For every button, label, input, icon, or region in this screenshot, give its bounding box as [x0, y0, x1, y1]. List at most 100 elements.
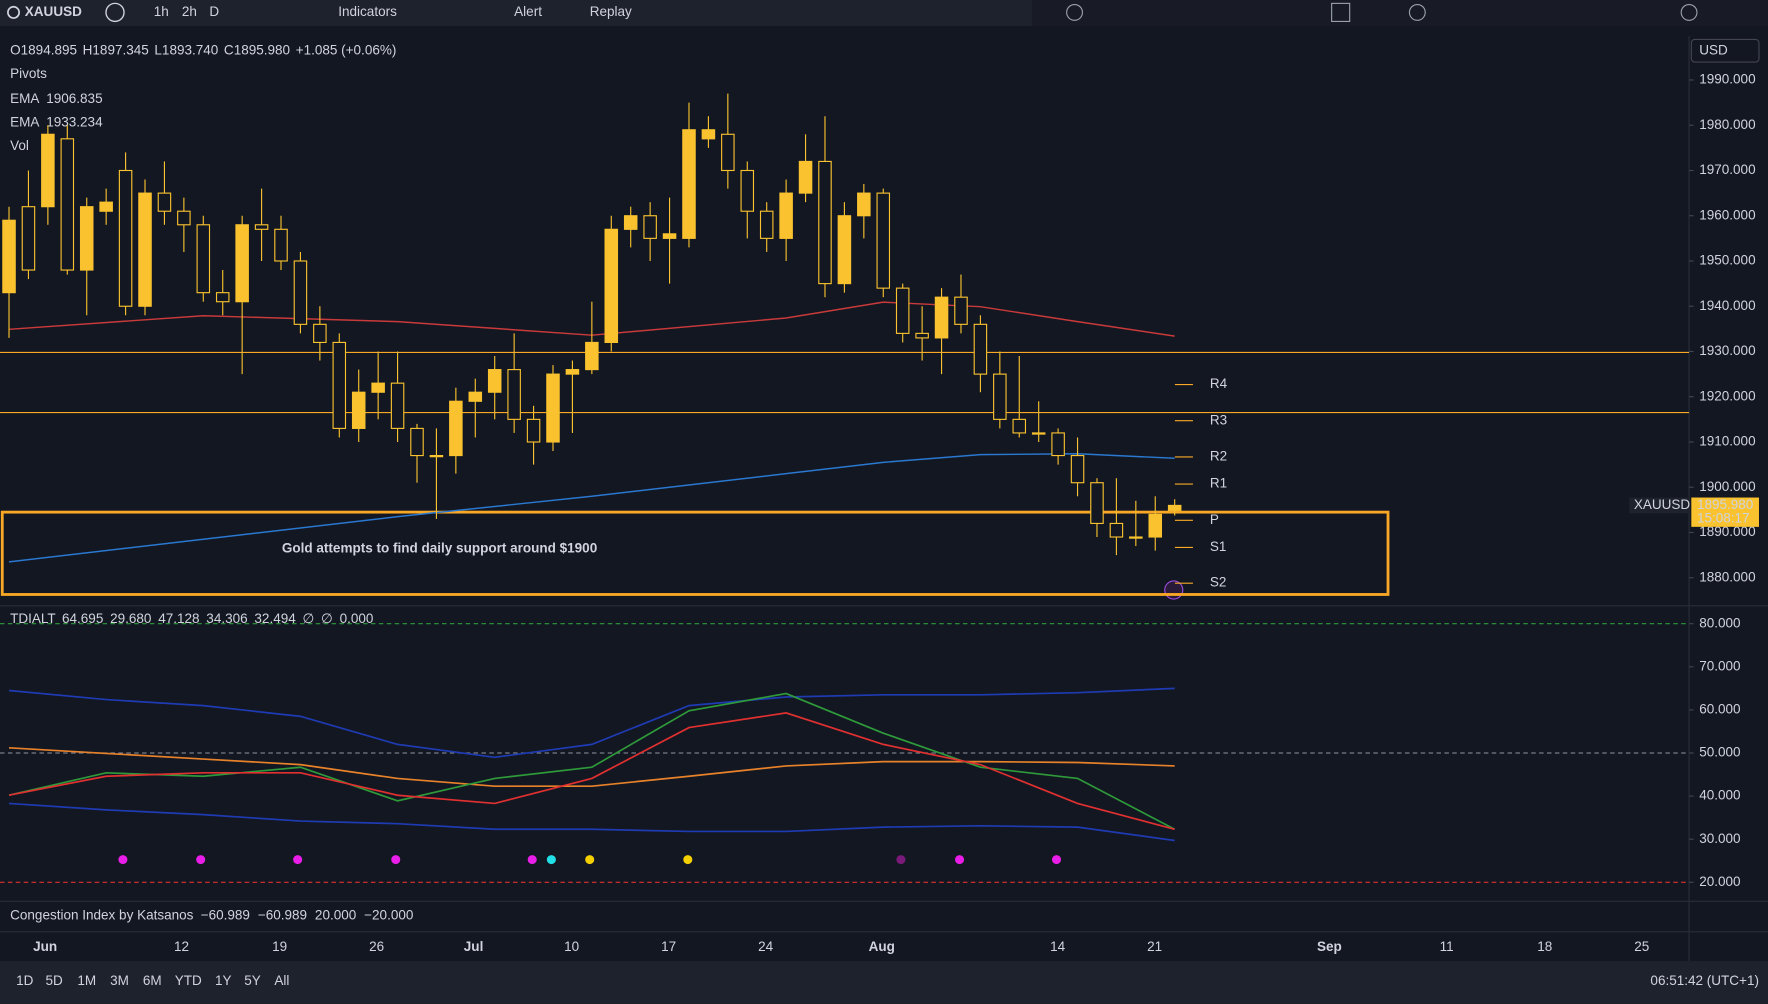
candle-body [79, 206, 94, 271]
signal-dot [585, 855, 595, 865]
candle-body [895, 287, 910, 334]
y-tick-label: 1920.000 [1699, 388, 1755, 403]
candle-body [662, 233, 677, 239]
candle-body [313, 323, 327, 344]
range-button[interactable]: 3M [110, 973, 129, 988]
range-button[interactable]: YTD [175, 973, 202, 988]
interval-button[interactable]: D [209, 4, 219, 19]
candle-body [1070, 454, 1085, 484]
x-tick-label: Aug [869, 939, 895, 954]
tool-icon[interactable] [1066, 3, 1084, 21]
range-button[interactable]: 1Y [215, 973, 232, 988]
alert-button[interactable]: Alert [514, 4, 542, 19]
candle-body [274, 228, 288, 262]
candle-body [21, 206, 36, 271]
congestion-value: 20.000 [315, 908, 356, 923]
candle-body [623, 215, 638, 230]
candle-body [351, 391, 366, 429]
ema-name: EMA [10, 91, 39, 106]
signal-dot [683, 855, 693, 865]
add-symbol-icon[interactable] [105, 2, 125, 23]
symbol-tag [1629, 497, 1688, 514]
candle-body [215, 292, 230, 303]
price-tag [1691, 497, 1759, 527]
candle-body [546, 373, 560, 443]
candle-body [857, 192, 871, 217]
indicator-value: 47.128 [158, 611, 199, 626]
ohlc-value: O1894.895 [10, 42, 77, 57]
pivot-label: R1 [1210, 476, 1227, 491]
candle-body [1090, 482, 1104, 525]
interval-button[interactable]: 2h [182, 4, 197, 19]
symbol[interactable]: XAUUSD [25, 4, 82, 19]
currency[interactable]: USD [1699, 42, 1728, 57]
range-button[interactable]: 1M [77, 973, 96, 988]
ohlc-value: L1893.740 [154, 42, 218, 57]
tool-icon[interactable] [1408, 3, 1426, 21]
range-button[interactable]: All [274, 973, 289, 988]
candle-body [507, 369, 521, 420]
y-tick-label: 1960.000 [1699, 207, 1755, 222]
x-tick-label: 19 [272, 939, 287, 954]
y-tick-label: 60.000 [1699, 701, 1740, 716]
candle-body [487, 369, 502, 393]
indicators-button[interactable]: Indicators [338, 4, 397, 19]
candle-body [449, 400, 463, 457]
pivot-label: R3 [1210, 412, 1227, 427]
x-tick-label: 24 [758, 939, 774, 954]
clock: 06:51:42 (UTC+1) [1650, 973, 1759, 988]
indicator-title: TDIALT [10, 611, 56, 626]
y-tick-label: 70.000 [1699, 658, 1740, 673]
x-tick-label: Jun [33, 939, 57, 954]
range-button[interactable]: 1D [16, 973, 34, 988]
candle-body [643, 215, 657, 239]
search-icon[interactable] [7, 5, 21, 19]
ohlc-value: +1.085 (+0.06%) [296, 42, 397, 57]
candle-body [118, 169, 133, 307]
pivot-label: P [1210, 512, 1219, 527]
y-tick-label: 1910.000 [1699, 434, 1755, 449]
range-button[interactable]: 5Y [244, 973, 261, 988]
indicator-value: 64.695 [62, 611, 103, 626]
tool-icon[interactable] [1331, 2, 1351, 22]
signal-dots [118, 855, 1062, 865]
indicator-value: 29.680 [110, 611, 151, 626]
candle-body [390, 382, 405, 429]
range-button[interactable]: 5D [45, 973, 63, 988]
range-button[interactable]: 6M [143, 973, 162, 988]
drawing-tools [1066, 2, 1698, 22]
x-tick-label: 26 [369, 939, 384, 954]
candle-body [993, 373, 1007, 420]
candle-body [721, 133, 735, 172]
y-tick-label: 1970.000 [1699, 162, 1755, 177]
pivot-label: R4 [1210, 376, 1228, 391]
y-tick-label: 40.000 [1699, 788, 1740, 803]
congestion-value: −60.989 [258, 908, 307, 923]
candle-body [934, 296, 949, 339]
ema-line [8, 301, 1175, 337]
candle-body [740, 169, 755, 212]
candle-body [254, 224, 269, 230]
candle-body [682, 129, 696, 239]
y-tick-label: 80.000 [1699, 615, 1740, 630]
replay-button[interactable]: Replay [590, 4, 632, 19]
candle-body [177, 210, 191, 226]
interval-button[interactable]: 1h [154, 4, 169, 19]
y-tick-label: 1950.000 [1699, 253, 1755, 268]
congestion-value: −20.000 [364, 908, 413, 923]
y-tick-label: 1980.000 [1699, 117, 1755, 132]
indicator-line [8, 802, 1175, 842]
candle-body [138, 192, 152, 307]
currency-box[interactable] [1690, 38, 1760, 63]
candle-body [196, 224, 211, 294]
candle-body [1129, 536, 1143, 539]
y-tick-label: 50.000 [1699, 745, 1740, 760]
signal-dot [118, 855, 128, 865]
candle-body [1012, 418, 1027, 434]
candle-body [41, 133, 55, 208]
candle-body [371, 382, 385, 393]
settings-icon[interactable] [1680, 3, 1698, 21]
